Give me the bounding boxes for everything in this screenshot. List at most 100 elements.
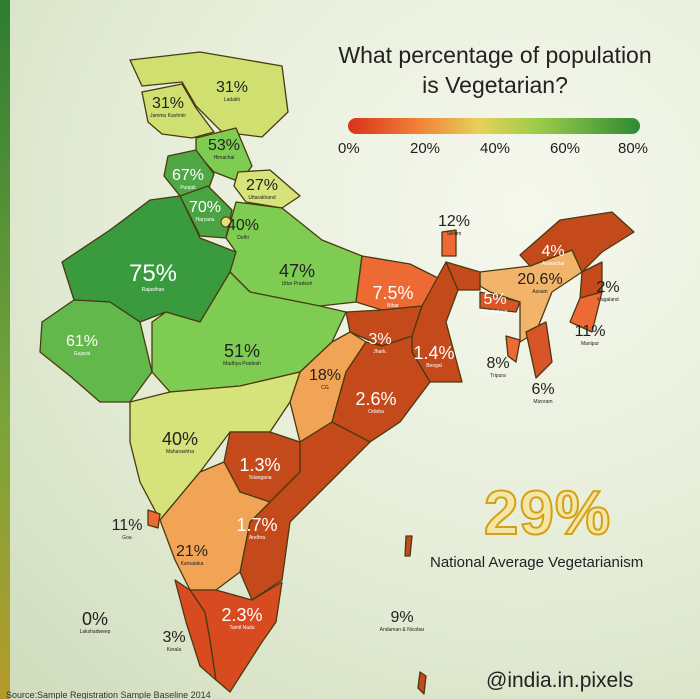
- author-handle: @india.in.pixels: [486, 669, 634, 692]
- state-label: 11% Manipur: [575, 324, 606, 347]
- region-gujarat: [39, 299, 153, 403]
- state-percentage: 53%: [207, 137, 241, 154]
- state-percentage: 3%: [162, 629, 186, 646]
- state-label: 3% Kerala: [162, 630, 185, 653]
- region-delhi: [220, 216, 232, 228]
- state-name: Madhya Pradesh: [223, 361, 261, 367]
- chart-title: What percentage of population is Vegetar…: [338, 42, 652, 98]
- state-name: Meghalaya: [482, 309, 508, 315]
- region-west-bengal-north: [445, 261, 481, 291]
- state-name: Tripura: [490, 373, 506, 379]
- state-percentage: 70%: [188, 199, 222, 216]
- state-name: Telangana: [248, 475, 272, 481]
- state-name: Uttarakhand: [248, 195, 276, 201]
- state-label: 75% Rajasthan: [129, 262, 177, 293]
- state-name: Assam: [532, 289, 548, 295]
- state-name: Jhark.: [373, 349, 387, 355]
- state-percentage: 18%: [308, 367, 342, 384]
- state-percentage: 75%: [128, 260, 178, 287]
- state-name: Ladakh: [223, 97, 241, 103]
- state-percentage: 4%: [541, 243, 565, 260]
- state-label: 31% Jammu Kashmir: [150, 96, 186, 119]
- state-name: Himachal: [213, 155, 235, 161]
- state-percentage: 12%: [437, 213, 471, 230]
- state-name: Uttar Pradesh: [281, 281, 313, 287]
- state-percentage: 1.7%: [236, 515, 278, 535]
- legend-tick: 40%: [480, 140, 511, 157]
- state-label: 18% CG: [309, 368, 341, 391]
- state-label: 40% Maharashtra: [162, 430, 198, 455]
- source-note: Source:Sample Registration Sample Baseli…: [6, 690, 211, 699]
- state-percentage: 31%: [151, 95, 185, 112]
- state-percentage: 20.6%: [517, 271, 563, 288]
- state-label: 11% Goa: [112, 518, 143, 541]
- state-name: Bengal: [426, 363, 442, 369]
- state-percentage: 21%: [175, 543, 209, 560]
- state-label: 1.7% Andhra: [236, 516, 277, 541]
- state-percentage: 9%: [390, 609, 414, 626]
- state-percentage: 2%: [596, 279, 620, 296]
- state-label: 6% Mizoram: [531, 382, 554, 405]
- national-average-value: 29%: [483, 478, 612, 549]
- state-name: Kerala: [166, 647, 182, 653]
- state-label: 1.4% Bengal: [413, 344, 454, 369]
- state-percentage: 47%: [278, 261, 316, 281]
- state-name: CG: [321, 385, 329, 391]
- state-percentage: 40%: [226, 217, 260, 234]
- state-label: 5% Meghalaya: [483, 292, 507, 315]
- state-name: Nagaland: [597, 297, 619, 303]
- state-label: 1.3% Telangana: [239, 456, 280, 481]
- state-percentage: 0%: [81, 609, 109, 629]
- state-percentage: 40%: [161, 429, 199, 449]
- state-name: Bihar: [387, 303, 399, 309]
- region-mizoram: [525, 321, 553, 379]
- region-jammu-kashmir: [141, 83, 215, 139]
- state-label: 3% Jhark.: [368, 332, 391, 355]
- state-label: 12% Sikkim: [438, 214, 470, 237]
- state-label: 31% Ladakh: [216, 80, 248, 103]
- state-name: Lakshadweep: [79, 629, 111, 635]
- state-label: 2% Nagaland: [596, 280, 619, 303]
- state-percentage: 67%: [171, 167, 205, 184]
- state-percentage: 1.4%: [413, 343, 455, 363]
- state-percentage: 31%: [215, 79, 249, 96]
- region-ladakh: [129, 51, 289, 138]
- region-tripura: [505, 335, 521, 363]
- state-label: 27% Uttarakhand: [246, 178, 278, 201]
- state-name: Arunachal: [541, 261, 565, 267]
- state-percentage: 27%: [245, 177, 279, 194]
- state-name: Delhi: [237, 235, 249, 241]
- state-name: Gujarat: [73, 351, 91, 357]
- region-meghalaya: [479, 291, 521, 313]
- state-label: 21% Karnataka: [176, 544, 208, 567]
- state-name: Karnataka: [180, 561, 204, 567]
- state-label: 51% Madhya Pradesh: [223, 342, 261, 367]
- legend-tick: 80%: [618, 140, 649, 157]
- state-percentage: 11%: [111, 517, 143, 534]
- state-name: Maharashtra: [165, 449, 195, 455]
- region-andhra: [239, 421, 371, 601]
- national-average-label: National Average Vegetarianism: [430, 554, 644, 571]
- state-label: 40% Delhi: [227, 218, 259, 241]
- island-andaman-1: [404, 535, 413, 557]
- state-percentage: 2.6%: [355, 389, 397, 409]
- state-name: Haryana: [195, 217, 215, 223]
- state-name: Manipur: [580, 341, 600, 347]
- state-label: 20.6% Assam: [517, 272, 562, 295]
- left-border: [0, 0, 10, 699]
- state-label: 2.3% Tamil Nadu: [221, 606, 262, 631]
- state-percentage: 8%: [486, 355, 510, 372]
- island-andaman-2: [417, 671, 427, 695]
- state-percentage: 2.3%: [221, 605, 263, 625]
- state-label: 4% Arunachal: [541, 244, 564, 267]
- state-name: Tamil Nadu: [229, 625, 255, 631]
- state-percentage: 7.5%: [372, 283, 414, 303]
- state-percentage: 5%: [483, 291, 507, 308]
- region-sikkim: [441, 229, 457, 257]
- state-percentage: 11%: [574, 323, 606, 340]
- legend-tick: 60%: [550, 140, 581, 157]
- state-label: 2.6% Odisha: [355, 390, 396, 415]
- state-label: 70% Haryana: [189, 200, 221, 223]
